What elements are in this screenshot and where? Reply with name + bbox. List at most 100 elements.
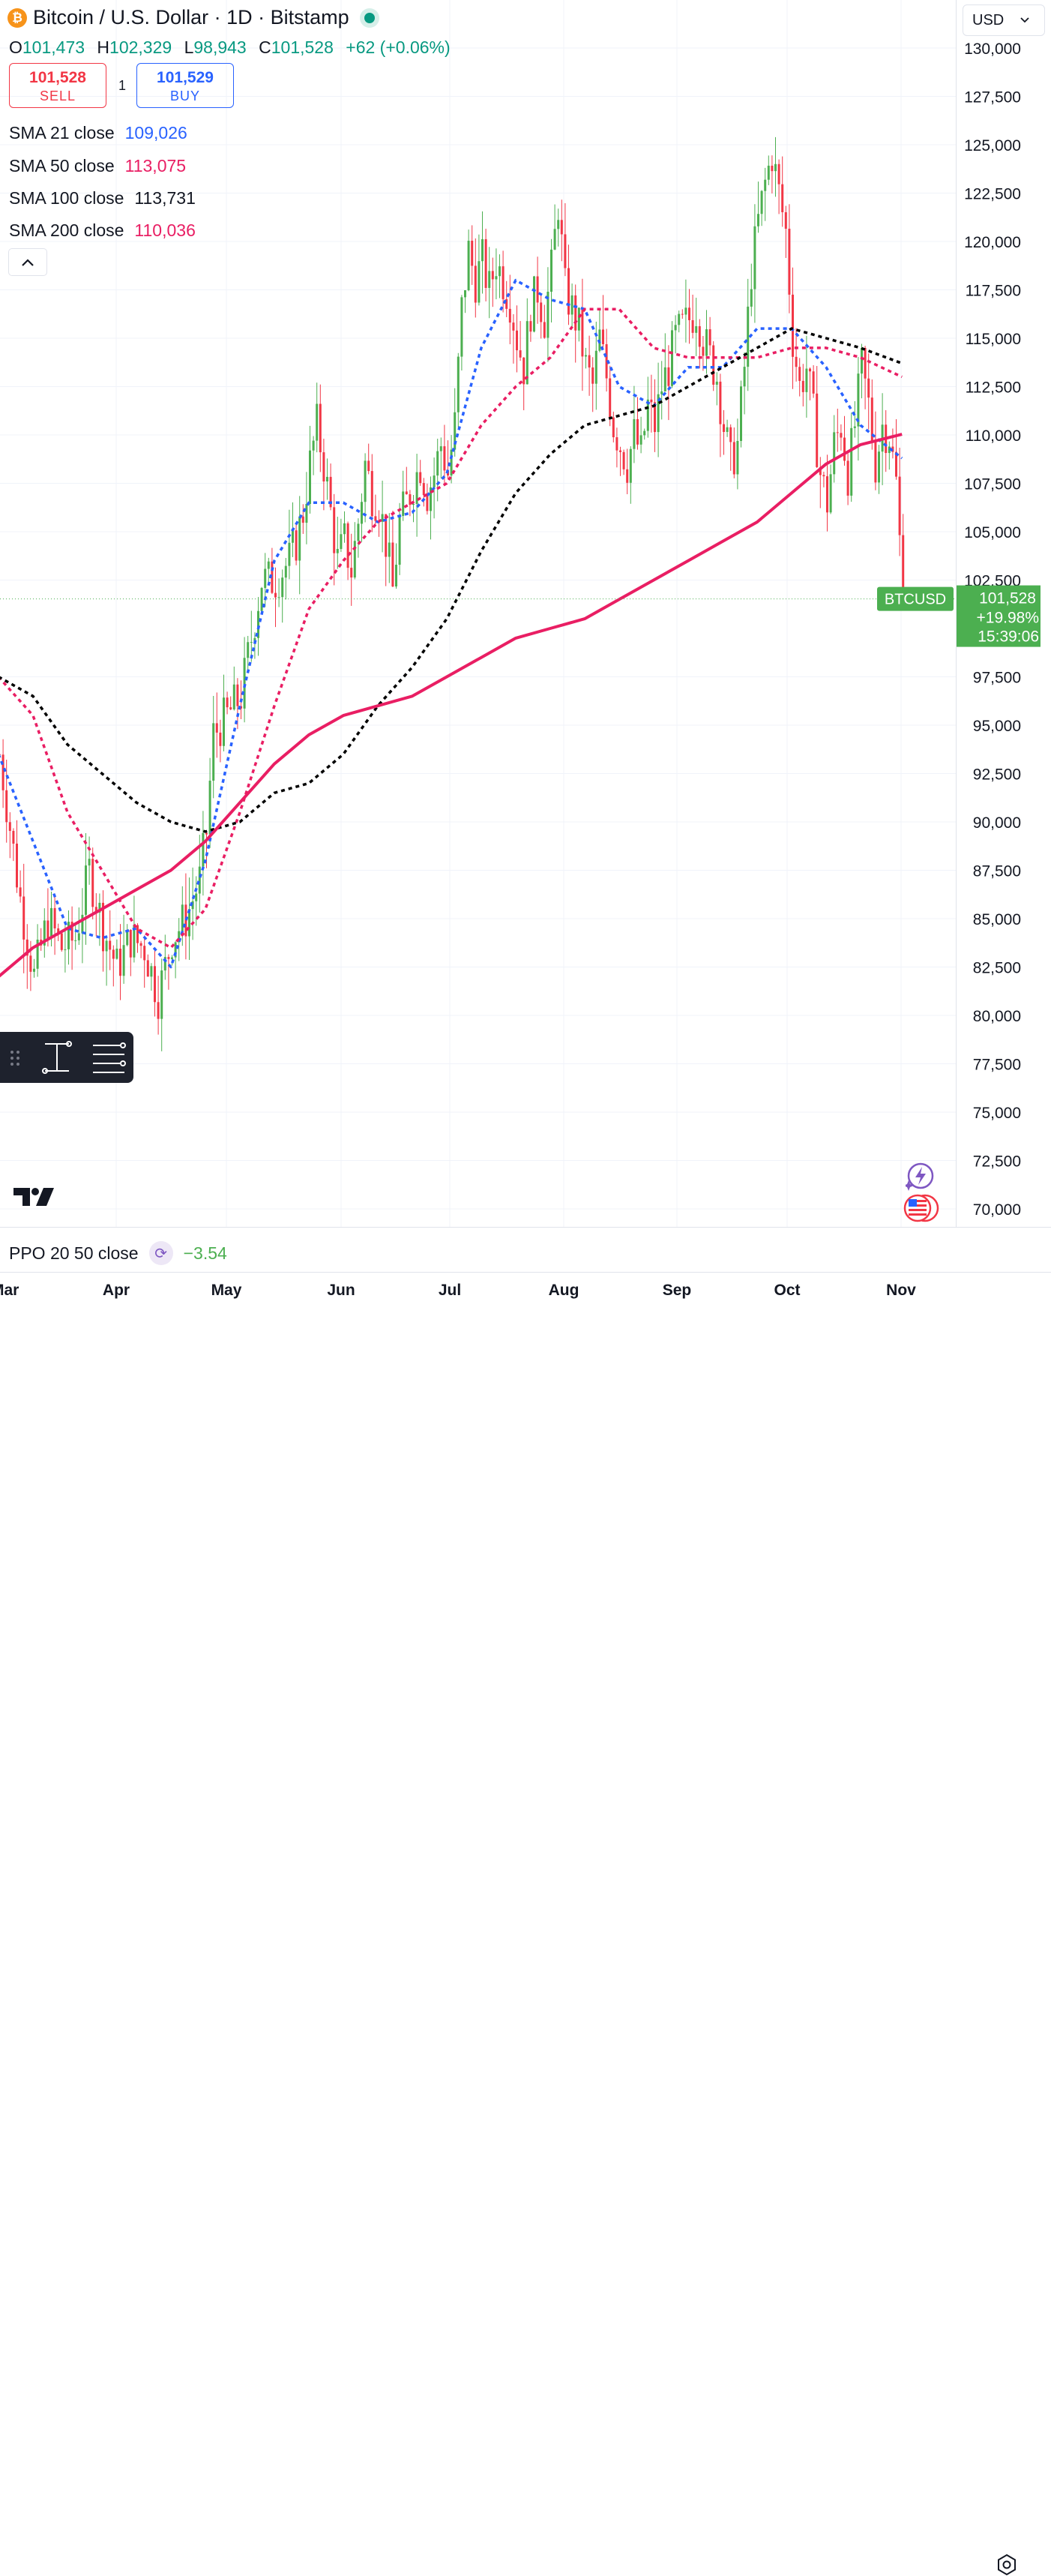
ohlc-values: O101,473 H102,329 L98,943 C101,528 +62 (…	[9, 37, 458, 58]
market-open-status-icon[interactable]	[364, 12, 375, 23]
candle-body	[805, 368, 808, 392]
time-tick-label: May	[211, 1282, 242, 1299]
time-axis[interactable]	[0, 1272, 1051, 2576]
sell-label: SELL	[39, 88, 76, 103]
candle-body	[305, 504, 308, 523]
ppo-indicator-pane[interactable]: PPO 20 50 close ⟳ −3.54	[0, 1227, 1051, 1273]
candle-body	[533, 276, 535, 332]
high-value: 102,329	[109, 37, 172, 57]
moving-average-lines	[0, 278, 903, 978]
currency-selector[interactable]: USD	[963, 4, 1045, 36]
candle-body	[671, 330, 673, 386]
candle-body	[550, 249, 552, 292]
candle-body	[502, 266, 505, 299]
candle-body	[646, 399, 649, 431]
candle-body	[681, 313, 684, 315]
price-tick-label: 92,500	[973, 766, 1021, 784]
bitcoin-logo-icon: ₿	[7, 7, 27, 28]
candle-body	[1, 754, 4, 790]
candle-body	[191, 901, 194, 910]
candle-body	[846, 460, 849, 496]
candle-body	[67, 922, 70, 949]
symbol-title-row[interactable]: ₿ Bitcoin / U.S. Dollar · 1D · Bitstamp	[7, 6, 375, 29]
candle-body	[622, 451, 625, 469]
time-axis-labels[interactable]: Mar Apr May Jun Jul Aug Sep Oct Nov	[0, 1282, 916, 1299]
candle-body	[5, 790, 8, 823]
candle-body	[726, 427, 729, 432]
candle-body	[336, 548, 339, 553]
us-flag-events-icon[interactable]	[903, 1192, 942, 1224]
buy-button[interactable]: 101,529 BUY	[136, 63, 234, 108]
drag-handle-icon[interactable]	[10, 1051, 19, 1066]
candle-body	[898, 476, 901, 535]
price-tick-label: 107,500	[964, 476, 1021, 493]
ai-assistant-icon[interactable]	[906, 1161, 936, 1191]
indicator-sma-100[interactable]: SMA 100 close 113,731	[9, 188, 196, 208]
candle-body	[301, 516, 304, 523]
candle-body	[853, 426, 856, 428]
indicator-sma-21[interactable]: SMA 21 close 109,026	[9, 123, 187, 143]
candle-body	[136, 925, 139, 943]
drawing-toolbar[interactable]	[0, 1032, 133, 1083]
candle-body	[157, 1002, 160, 1019]
candle-body	[264, 568, 267, 588]
candle-body	[240, 706, 242, 709]
candle-body	[322, 452, 325, 481]
candle-body	[163, 957, 166, 971]
sell-button[interactable]: 101,528 SELL	[9, 63, 106, 108]
candle-body	[385, 514, 388, 557]
indicator-value: 113,075	[124, 156, 187, 175]
refresh-icon[interactable]: ⟳	[148, 1241, 173, 1265]
candle-body	[585, 355, 587, 357]
candle-body	[430, 487, 432, 511]
candle-body	[705, 329, 708, 356]
candle-body	[777, 163, 780, 184]
chevron-down-icon	[1020, 17, 1029, 23]
open-label: O	[9, 37, 22, 57]
candle-body	[615, 437, 618, 451]
candlestick-series	[0, 136, 905, 1051]
change-value: +62 (+0.06%)	[346, 37, 451, 57]
candle-body	[367, 460, 370, 472]
sma-200-line	[0, 433, 903, 978]
candle-body	[747, 306, 750, 367]
price-chart[interactable]: 130,000 127,500 125,000 122,500 120,000 117,5…	[0, 0, 1051, 1309]
candle-body	[112, 949, 115, 959]
candle-body	[484, 238, 487, 288]
candle-body	[784, 211, 787, 229]
candle-body	[723, 424, 725, 432]
candle-body	[567, 268, 570, 315]
candle-body	[678, 313, 681, 325]
candle-body	[219, 732, 222, 746]
candle-body	[650, 399, 653, 403]
candle-body	[857, 373, 860, 427]
indicator-sma-200[interactable]: SMA 200 close 110,036	[9, 220, 196, 241]
indicator-name: SMA 200 close	[9, 220, 124, 240]
candle-body	[457, 356, 460, 412]
tradingview-logo-icon[interactable]	[13, 1186, 55, 1207]
candle-body	[357, 523, 360, 541]
candle-body	[46, 920, 49, 939]
ppo-legend[interactable]: PPO 20 50 close ⟳ −3.54	[9, 1241, 227, 1265]
indicator-sma-50[interactable]: SMA 50 close 113,075	[9, 156, 186, 176]
ppo-value: −3.54	[183, 1243, 227, 1263]
candle-body	[60, 933, 63, 950]
candle-body	[105, 940, 108, 952]
collapse-legend-button[interactable]	[8, 248, 47, 276]
symbol-badge-label: BTCUSD	[885, 592, 946, 608]
gear-icon[interactable]	[996, 2554, 1018, 2576]
price-tick-label: 115,000	[966, 331, 1021, 348]
candle-body	[350, 568, 353, 578]
candle-body	[499, 266, 501, 277]
time-tick-label: Nov	[886, 1282, 916, 1299]
candle-body	[781, 184, 784, 212]
symbol-title[interactable]: Bitcoin / U.S. Dollar · 1D · Bitstamp	[33, 6, 349, 28]
candle-body	[691, 319, 694, 333]
candle-body	[50, 907, 52, 939]
spread-value: 1	[118, 78, 127, 93]
measure-tool-icon[interactable]	[42, 1041, 72, 1074]
candle-body	[619, 450, 621, 452]
candle-body	[271, 561, 274, 593]
candle-body	[267, 561, 270, 569]
settings-list-icon[interactable]	[93, 1042, 126, 1073]
